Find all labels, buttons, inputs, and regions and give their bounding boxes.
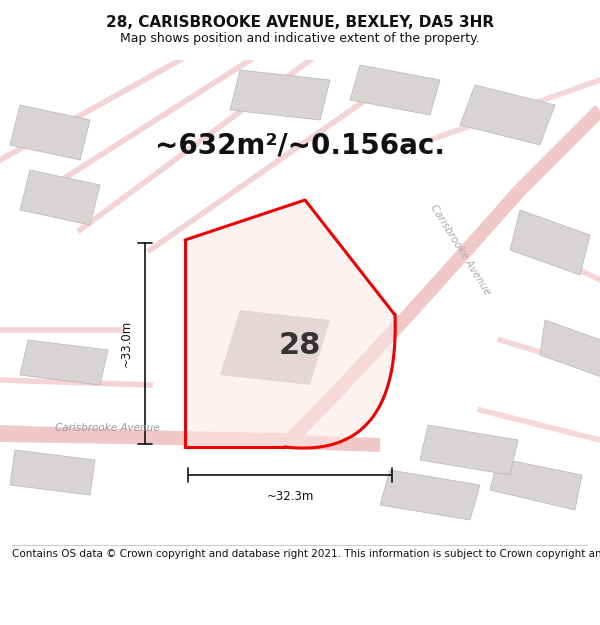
Polygon shape — [185, 200, 395, 448]
Text: Carisbrooke Avenue: Carisbrooke Avenue — [55, 423, 160, 433]
Polygon shape — [420, 425, 518, 475]
Polygon shape — [510, 210, 590, 275]
Text: 28, CARISBROOKE AVENUE, BEXLEY, DA5 3HR: 28, CARISBROOKE AVENUE, BEXLEY, DA5 3HR — [106, 15, 494, 30]
Polygon shape — [460, 85, 555, 145]
Text: 28: 28 — [279, 331, 321, 359]
Text: Contains OS data © Crown copyright and database right 2021. This information is : Contains OS data © Crown copyright and d… — [12, 549, 600, 559]
Polygon shape — [10, 450, 95, 495]
Text: Map shows position and indicative extent of the property.: Map shows position and indicative extent… — [120, 32, 480, 45]
Polygon shape — [220, 310, 330, 385]
Polygon shape — [20, 340, 108, 385]
Polygon shape — [380, 470, 480, 520]
Polygon shape — [10, 105, 90, 160]
Text: ~32.3m: ~32.3m — [266, 490, 314, 503]
Text: ~632m²/~0.156ac.: ~632m²/~0.156ac. — [155, 131, 445, 159]
Text: Carisbrooke Avenue: Carisbrooke Avenue — [428, 203, 492, 297]
Polygon shape — [350, 65, 440, 115]
Text: ~33.0m: ~33.0m — [120, 320, 133, 367]
Polygon shape — [490, 458, 582, 510]
Polygon shape — [230, 70, 330, 120]
Polygon shape — [540, 320, 600, 380]
Polygon shape — [20, 170, 100, 225]
